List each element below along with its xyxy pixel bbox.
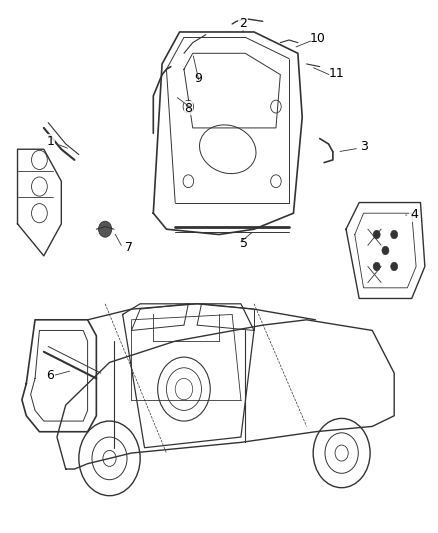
Circle shape: [99, 221, 112, 237]
Text: 10: 10: [310, 32, 326, 45]
Text: 8: 8: [184, 102, 192, 115]
Text: 5: 5: [240, 237, 248, 250]
Circle shape: [391, 230, 398, 239]
Text: 6: 6: [46, 369, 54, 382]
Text: 11: 11: [328, 67, 344, 80]
Circle shape: [373, 262, 380, 271]
Text: 3: 3: [360, 140, 367, 153]
Text: 1: 1: [46, 135, 54, 148]
Text: 2: 2: [239, 18, 247, 30]
Circle shape: [391, 262, 398, 271]
Circle shape: [382, 246, 389, 255]
Circle shape: [373, 230, 380, 239]
Text: 9: 9: [194, 72, 202, 85]
Text: 7: 7: [125, 241, 133, 254]
Text: 4: 4: [410, 208, 418, 221]
